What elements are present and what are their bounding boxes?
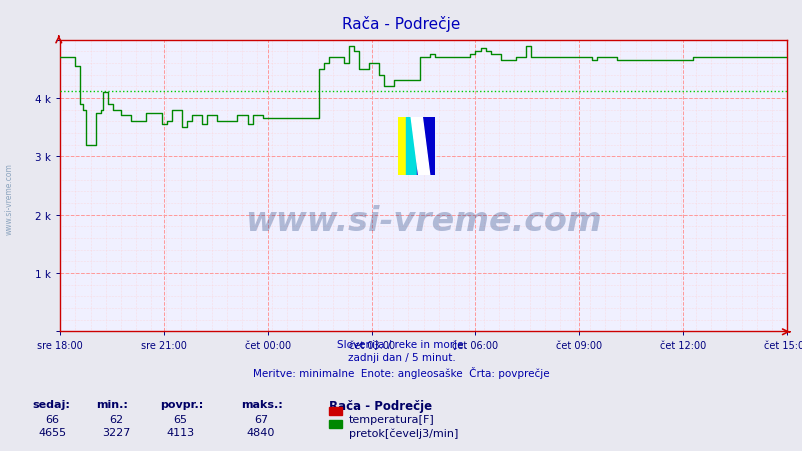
- Text: 65: 65: [173, 414, 188, 424]
- Polygon shape: [411, 118, 429, 176]
- Text: 4840: 4840: [246, 428, 275, 437]
- Text: sedaj:: sedaj:: [32, 399, 70, 409]
- Text: 4655: 4655: [38, 428, 67, 437]
- Text: 4113: 4113: [166, 428, 195, 437]
- Text: Rača - Podrečje: Rača - Podrečje: [329, 399, 431, 412]
- Text: www.si-vreme.com: www.si-vreme.com: [245, 204, 602, 237]
- Text: Rača - Podrečje: Rača - Podrečje: [342, 16, 460, 32]
- Text: www.si-vreme.com: www.si-vreme.com: [5, 162, 14, 235]
- Text: 62: 62: [109, 414, 124, 424]
- Polygon shape: [416, 118, 435, 176]
- Text: Meritve: minimalne  Enote: angleosaške  Črta: povprečje: Meritve: minimalne Enote: angleosaške Čr…: [253, 366, 549, 378]
- Text: povpr.:: povpr.:: [160, 399, 204, 409]
- Text: min.:: min.:: [96, 399, 128, 409]
- Text: 3227: 3227: [102, 428, 131, 437]
- Text: temperatura[F]: temperatura[F]: [348, 414, 434, 424]
- Text: 67: 67: [253, 414, 268, 424]
- Polygon shape: [398, 118, 416, 176]
- Text: zadnji dan / 5 minut.: zadnji dan / 5 minut.: [347, 353, 455, 363]
- Polygon shape: [405, 118, 416, 176]
- Text: Slovenija / reke in morje.: Slovenija / reke in morje.: [336, 339, 466, 349]
- Text: pretok[čevelj3/min]: pretok[čevelj3/min]: [348, 428, 457, 438]
- Text: maks.:: maks.:: [241, 399, 282, 409]
- Text: 66: 66: [45, 414, 59, 424]
